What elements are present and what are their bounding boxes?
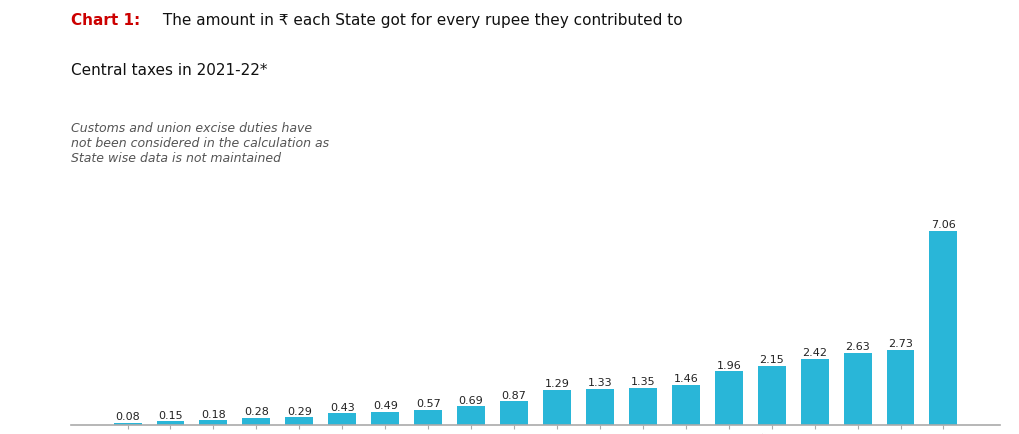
- Bar: [542, 390, 571, 425]
- Text: 0.57: 0.57: [416, 398, 440, 408]
- Bar: [499, 401, 528, 425]
- Text: 1.46: 1.46: [673, 374, 697, 384]
- Text: 0.18: 0.18: [201, 409, 225, 419]
- Text: 1.35: 1.35: [630, 377, 654, 387]
- Bar: [156, 421, 184, 425]
- Bar: [629, 388, 656, 425]
- Text: 1.33: 1.33: [587, 377, 611, 387]
- Text: 2.73: 2.73: [888, 339, 912, 349]
- Bar: [243, 418, 270, 425]
- Text: 0.69: 0.69: [459, 395, 483, 404]
- Bar: [714, 372, 742, 425]
- Text: 2.15: 2.15: [758, 355, 784, 365]
- Text: The amount in ₹ each State got for every rupee they contributed to: The amount in ₹ each State got for every…: [158, 13, 682, 28]
- Bar: [800, 359, 827, 425]
- Bar: [585, 389, 613, 425]
- Text: 0.87: 0.87: [501, 390, 526, 400]
- Bar: [457, 406, 485, 425]
- Bar: [928, 231, 957, 425]
- Bar: [843, 353, 870, 425]
- Bar: [285, 418, 313, 425]
- Bar: [757, 366, 785, 425]
- Text: 1.29: 1.29: [544, 378, 569, 388]
- Text: 0.28: 0.28: [244, 406, 269, 416]
- Text: 0.49: 0.49: [372, 400, 397, 410]
- Text: 0.15: 0.15: [158, 410, 182, 420]
- Bar: [113, 423, 142, 425]
- Text: Central taxes in 2021-22*: Central taxes in 2021-22*: [71, 63, 268, 78]
- Text: 7.06: 7.06: [930, 219, 955, 229]
- Bar: [328, 414, 356, 425]
- Text: 2.42: 2.42: [801, 347, 826, 357]
- Text: 0.29: 0.29: [286, 406, 312, 416]
- Bar: [886, 350, 914, 425]
- Text: 2.63: 2.63: [845, 341, 869, 351]
- Bar: [371, 412, 398, 425]
- Bar: [414, 410, 441, 425]
- Bar: [672, 385, 699, 425]
- Text: 0.43: 0.43: [329, 402, 355, 412]
- Text: 0.08: 0.08: [115, 411, 140, 421]
- Bar: [200, 421, 227, 425]
- Text: Customs and union excise duties have
not been considered in the calculation as
S: Customs and union excise duties have not…: [71, 122, 329, 164]
- Text: 1.96: 1.96: [715, 360, 741, 370]
- Text: Chart 1:: Chart 1:: [71, 13, 141, 28]
